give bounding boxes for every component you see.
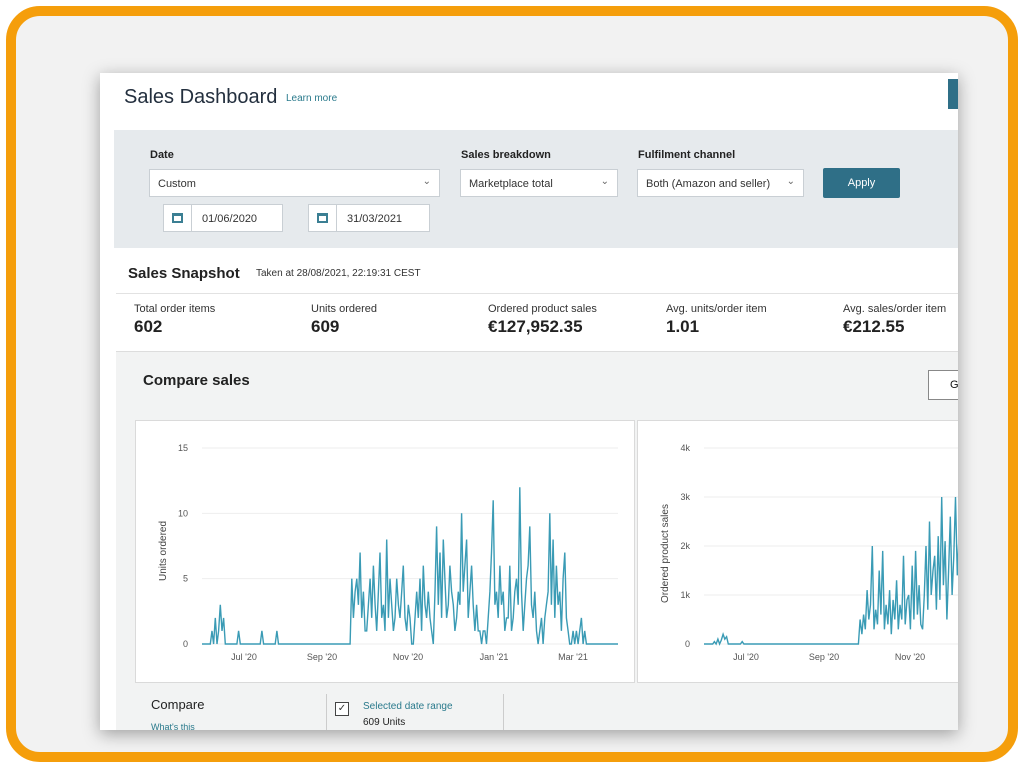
y-tick-label: 3k: [680, 492, 690, 502]
metric-label: Avg. units/order item: [666, 303, 767, 315]
end-date-input[interactable]: 31/03/2021: [308, 204, 430, 232]
y-tick-label: 5: [183, 574, 188, 584]
fulfilment-channel-select[interactable]: Both (Amazon and seller) ⌄: [637, 169, 804, 197]
chevron-down-icon: ⌄: [600, 176, 609, 187]
x-tick-label: Mar '21: [558, 652, 588, 662]
page-title: Sales Dashboard: [124, 86, 278, 108]
sales-snapshot-title: Sales Snapshot: [128, 265, 240, 282]
snapshot-timestamp: Taken at 28/08/2021, 22:19:31 CEST: [256, 268, 421, 279]
calendar-icon: [309, 205, 337, 231]
learn-more-link[interactable]: Learn more: [286, 93, 338, 104]
y-tick-label: 0: [183, 639, 188, 649]
metric-total-order-items: Total order items 602: [134, 303, 215, 337]
sales-chart-panel: 4k 3k 2k 1k 0 Jul '20 Sep '20 Nov '20 Ordered p…: [637, 420, 958, 683]
y-tick-label: 2k: [680, 541, 690, 551]
metric-label: Ordered product sales: [488, 303, 597, 315]
chevron-down-icon: ⌄: [786, 176, 795, 187]
units-chart-panel: 15 10 5 0 Jul '20 Sep '20 Nov '20 Jan '21 Mar '2…: [135, 420, 635, 683]
metric-label: Total order items: [134, 303, 216, 315]
legend-value: 609 Units: [363, 717, 406, 728]
x-tick-label: Nov '20: [895, 652, 925, 662]
metric-value: €212.55: [843, 317, 905, 336]
x-tick-label: Sep '20: [307, 652, 337, 662]
start-date-value: 01/06/2020: [202, 213, 258, 225]
metric-label: Units ordered: [311, 303, 378, 315]
ordered-product-sales-chart: 4k 3k 2k 1k 0 Jul '20 Sep '20 Nov '20: [680, 443, 958, 662]
fulfilment-channel-value: Both (Amazon and seller): [646, 178, 771, 190]
y-tick-label: 1k: [680, 590, 690, 600]
y-tick-label: 4k: [680, 443, 690, 453]
metric-avg-units-per-order-item: Avg. units/order item 1.01: [666, 303, 767, 337]
apply-button[interactable]: Apply: [823, 168, 900, 198]
x-tick-label: Jan '21: [480, 652, 509, 662]
metric-value: 609: [311, 317, 340, 336]
units-ordered-chart: 15 10 5 0 Jul '20 Sep '20 Nov '20 Jan '21 Mar '2…: [178, 443, 618, 662]
snapshot-metrics: Total order items 602 Units ordered 609 …: [116, 295, 958, 347]
dashboard-screen: Sales Dashboard Learn more Date Custom ⌄…: [100, 73, 958, 730]
x-tick-label: Nov '20: [393, 652, 423, 662]
whats-this-link[interactable]: What's this: [151, 722, 195, 730]
checkbox-icon[interactable]: ✓: [335, 702, 349, 716]
calendar-icon: [164, 205, 192, 231]
y-tick-label: 10: [178, 508, 188, 518]
sales-breakdown-label: Sales breakdown: [461, 149, 551, 161]
fulfilment-channel-label: Fulfilment channel: [638, 149, 736, 161]
metric-ordered-product-sales: Ordered product sales €127,952.35: [488, 303, 597, 337]
compare-subtitle: Compare: [151, 697, 205, 712]
legend-label: Selected date range: [363, 701, 453, 712]
start-date-input[interactable]: 01/06/2020: [163, 204, 283, 232]
metric-value: 602: [134, 317, 163, 336]
compare-sales-section: Compare sales G 15 10 5 0 Jul '20 Sep '20 Nov …: [116, 351, 958, 730]
metric-avg-sales-per-order-item: Avg. sales/order item €212.55: [843, 303, 946, 337]
sales-snapshot-header: Sales Snapshot Taken at 28/08/2021, 22:1…: [116, 256, 958, 294]
x-tick-label: Jul '20: [231, 652, 257, 662]
date-range-select[interactable]: Custom ⌄: [149, 169, 440, 197]
x-tick-label: Jul '20: [733, 652, 759, 662]
compare-view-button-label: G: [950, 379, 958, 391]
page-header: Sales Dashboard Learn more: [100, 73, 958, 130]
chevron-down-icon: ⌄: [422, 176, 431, 187]
filter-bar: Date Custom ⌄ 01/06/2020 31/03/2021 Sale…: [114, 130, 958, 248]
units-series-line: [202, 487, 618, 645]
compare-view-button[interactable]: G: [928, 370, 958, 400]
device-frame: Sales Dashboard Learn more Date Custom ⌄…: [6, 6, 1018, 762]
metric-value: 1.01: [666, 317, 700, 336]
sales-y-axis-label: Ordered product sales: [660, 504, 671, 603]
compare-sales-title: Compare sales: [143, 372, 250, 389]
header-action-button[interactable]: [948, 79, 958, 109]
date-range-value: Custom: [158, 178, 196, 190]
units-y-axis-label: Units ordered: [158, 520, 169, 581]
sales-breakdown-value: Marketplace total: [469, 178, 553, 190]
y-tick-label: 15: [178, 443, 188, 453]
x-tick-label: Sep '20: [809, 652, 839, 662]
metric-value: €127,952.35: [488, 317, 583, 336]
metric-label: Avg. sales/order item: [843, 303, 947, 315]
sales-breakdown-select[interactable]: Marketplace total ⌄: [460, 169, 618, 197]
end-date-value: 31/03/2021: [347, 213, 403, 225]
y-tick-label: 0: [685, 639, 690, 649]
sales-series-line: [704, 496, 958, 646]
date-label: Date: [150, 149, 174, 161]
metric-units-ordered: Units ordered 609: [311, 303, 377, 337]
legend-selected-range: ✓ Selected date range 609 Units: [326, 694, 504, 730]
